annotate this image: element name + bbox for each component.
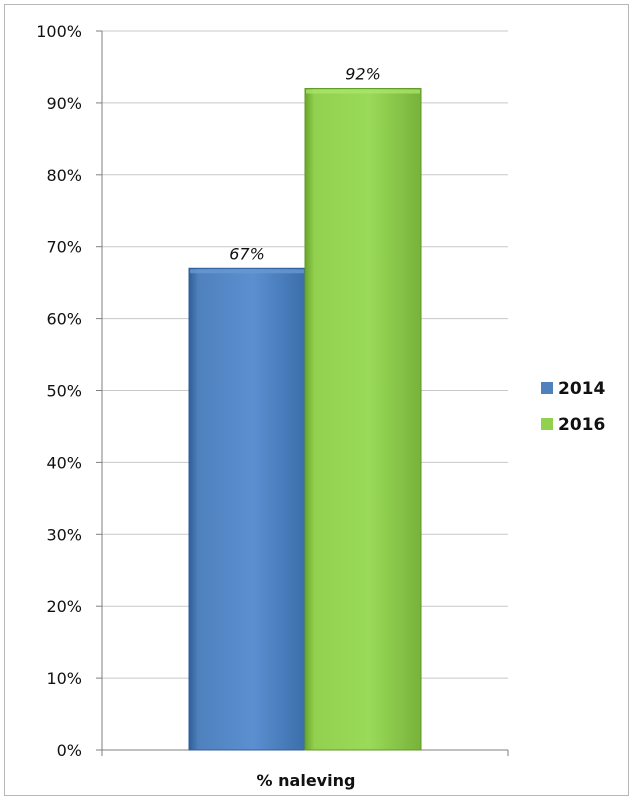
bars [188,88,422,751]
legend: 2014 2016 [541,379,605,435]
legend-item-2016: 2016 [541,415,605,435]
y-tick-label-90: 90% [46,94,82,113]
bar-highlight-2014 [190,269,304,274]
category-label: % naleving [257,771,356,790]
bar-2014 [188,267,306,751]
bar-highlight-2016 [306,89,420,94]
y-tick-label-60: 60% [46,310,82,329]
y-tick-label-40: 40% [46,453,82,472]
y-tick-label-20: 20% [46,597,82,616]
data-label-2014: 67% [229,244,265,263]
y-tick-label-50: 50% [46,382,82,401]
y-tick-label-0: 0% [57,741,82,760]
y-tick-label-100: 100% [36,22,82,41]
legend-label-2016: 2016 [558,415,605,435]
y-tick-label-10: 10% [46,669,82,688]
bar-2016 [304,88,422,751]
data-label-2016: 92% [345,65,381,84]
y-tick-label-80: 80% [46,166,82,185]
legend-swatch-2014 [541,382,553,394]
legend-item-2014: 2014 [541,379,605,399]
legend-swatch-2016 [541,418,553,430]
legend-label-2014: 2014 [558,379,605,399]
data-labels: 67% 92% [229,65,381,264]
y-tick-labels: 0% 10% 20% 30% 40% 50% 60% 70% 80% 90% 100% [36,22,82,760]
y-tick-label-30: 30% [46,525,82,544]
y-tick-label-70: 70% [46,238,82,257]
